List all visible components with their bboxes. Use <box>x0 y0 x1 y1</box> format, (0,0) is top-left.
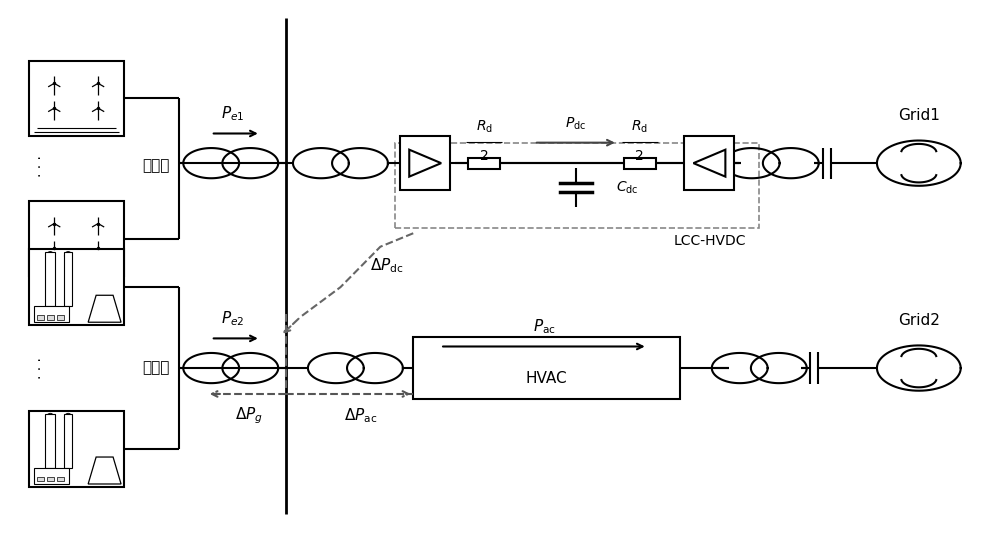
Bar <box>34 306 69 322</box>
Text: $\Delta P_{\rm ac}$: $\Delta P_{\rm ac}$ <box>344 406 377 424</box>
Text: LCC-HVDC: LCC-HVDC <box>673 234 746 248</box>
Text: 火电厂: 火电厂 <box>142 360 170 376</box>
Bar <box>45 252 55 306</box>
Bar <box>29 411 124 487</box>
Text: $P_{e2}$: $P_{e2}$ <box>221 309 244 327</box>
Text: $\Delta P_{\rm dc}$: $\Delta P_{\rm dc}$ <box>370 256 404 275</box>
Text: $P_{e1}$: $P_{e1}$ <box>221 104 244 122</box>
Text: Grid1: Grid1 <box>898 108 940 122</box>
Bar <box>624 158 656 169</box>
Bar <box>34 468 69 484</box>
Bar <box>64 252 72 306</box>
Text: 2: 2 <box>635 149 644 163</box>
Text: · · ·: · · · <box>34 357 48 379</box>
Text: $R_{\rm d}$: $R_{\rm d}$ <box>631 119 648 135</box>
Bar <box>684 136 734 190</box>
Bar <box>57 477 64 481</box>
Bar <box>29 249 124 325</box>
Text: $C_{\rm dc}$: $C_{\rm dc}$ <box>616 179 638 196</box>
Bar <box>29 201 124 276</box>
Text: 风电场: 风电场 <box>142 158 170 173</box>
Text: $\Delta P_{g}$: $\Delta P_{g}$ <box>235 406 263 427</box>
Text: 2: 2 <box>480 149 488 163</box>
Bar <box>395 143 759 228</box>
Bar <box>57 315 64 320</box>
Bar <box>47 315 54 320</box>
Bar <box>37 477 44 481</box>
Bar <box>45 414 55 468</box>
Bar <box>400 136 450 190</box>
Bar <box>37 315 44 320</box>
Text: $R_{\rm d}$: $R_{\rm d}$ <box>476 119 493 135</box>
Bar <box>468 158 500 169</box>
Text: · · ·: · · · <box>34 155 48 177</box>
Text: $P_{\rm dc}$: $P_{\rm dc}$ <box>565 116 586 132</box>
Polygon shape <box>88 295 121 322</box>
Bar <box>413 337 680 399</box>
Bar <box>64 414 72 468</box>
Text: HVAC: HVAC <box>526 371 567 386</box>
Polygon shape <box>88 457 121 484</box>
Text: Grid2: Grid2 <box>898 313 940 327</box>
Polygon shape <box>409 150 441 177</box>
Text: $P_{\rm ac}$: $P_{\rm ac}$ <box>533 317 556 335</box>
Polygon shape <box>693 150 725 177</box>
Bar <box>29 61 124 136</box>
Bar <box>47 477 54 481</box>
